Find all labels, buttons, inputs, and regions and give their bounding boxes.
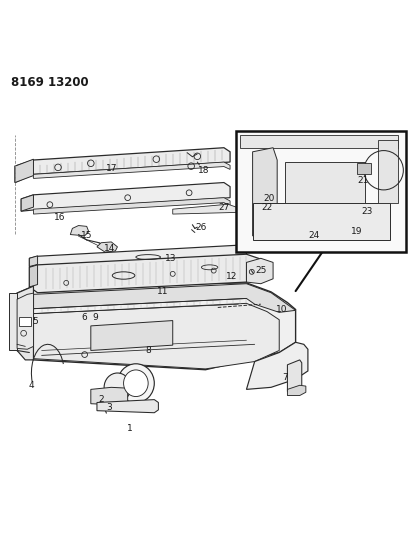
Polygon shape — [173, 204, 236, 214]
Polygon shape — [33, 162, 230, 179]
Text: 20: 20 — [263, 195, 275, 204]
Polygon shape — [15, 148, 230, 182]
Polygon shape — [21, 182, 230, 211]
Text: 16: 16 — [54, 213, 66, 222]
Polygon shape — [253, 203, 390, 240]
Text: 17: 17 — [106, 164, 117, 173]
Text: 26: 26 — [196, 223, 207, 232]
Text: 10: 10 — [275, 305, 287, 314]
Text: 19: 19 — [351, 227, 363, 236]
Polygon shape — [247, 342, 308, 390]
Polygon shape — [33, 284, 296, 312]
Polygon shape — [285, 162, 365, 203]
Text: 4: 4 — [29, 381, 34, 390]
Ellipse shape — [124, 370, 148, 397]
Bar — [19, 317, 31, 326]
Text: 23: 23 — [362, 207, 373, 216]
Polygon shape — [287, 385, 306, 395]
Ellipse shape — [118, 364, 154, 403]
Polygon shape — [378, 140, 398, 203]
Polygon shape — [15, 159, 33, 182]
Polygon shape — [97, 400, 158, 413]
Polygon shape — [29, 256, 37, 266]
Polygon shape — [253, 148, 277, 240]
Text: 25: 25 — [255, 266, 266, 275]
Polygon shape — [29, 245, 247, 268]
Polygon shape — [33, 303, 279, 369]
Polygon shape — [29, 254, 261, 293]
Text: 7: 7 — [282, 373, 288, 382]
Polygon shape — [29, 265, 37, 287]
Polygon shape — [240, 135, 398, 148]
Polygon shape — [247, 259, 273, 284]
Text: 6: 6 — [82, 313, 88, 322]
Bar — [236, 131, 406, 252]
Text: 3: 3 — [106, 403, 112, 413]
Text: 27: 27 — [218, 203, 230, 212]
Polygon shape — [17, 293, 33, 349]
Text: 11: 11 — [157, 287, 168, 296]
Text: 12: 12 — [226, 272, 238, 281]
Text: 9: 9 — [92, 313, 98, 322]
Bar — [357, 163, 372, 174]
Polygon shape — [21, 195, 33, 211]
Ellipse shape — [104, 373, 131, 402]
Text: 2: 2 — [98, 395, 104, 404]
Text: 1: 1 — [127, 424, 133, 433]
Polygon shape — [17, 283, 296, 370]
Polygon shape — [91, 387, 128, 405]
Text: 8: 8 — [145, 346, 151, 355]
Text: 18: 18 — [198, 166, 209, 175]
Text: 21: 21 — [358, 176, 369, 185]
Text: 22: 22 — [261, 203, 272, 212]
Polygon shape — [33, 198, 230, 214]
Text: 8169 13200: 8169 13200 — [11, 76, 88, 89]
Polygon shape — [70, 225, 89, 236]
Text: 5: 5 — [32, 317, 38, 326]
Polygon shape — [97, 242, 118, 252]
Polygon shape — [9, 293, 17, 351]
Text: 13: 13 — [165, 254, 176, 263]
Polygon shape — [17, 286, 33, 360]
Text: 15: 15 — [81, 231, 92, 240]
Polygon shape — [287, 360, 302, 391]
Text: 24: 24 — [308, 231, 320, 240]
Polygon shape — [91, 320, 173, 351]
Text: 14: 14 — [104, 244, 115, 253]
